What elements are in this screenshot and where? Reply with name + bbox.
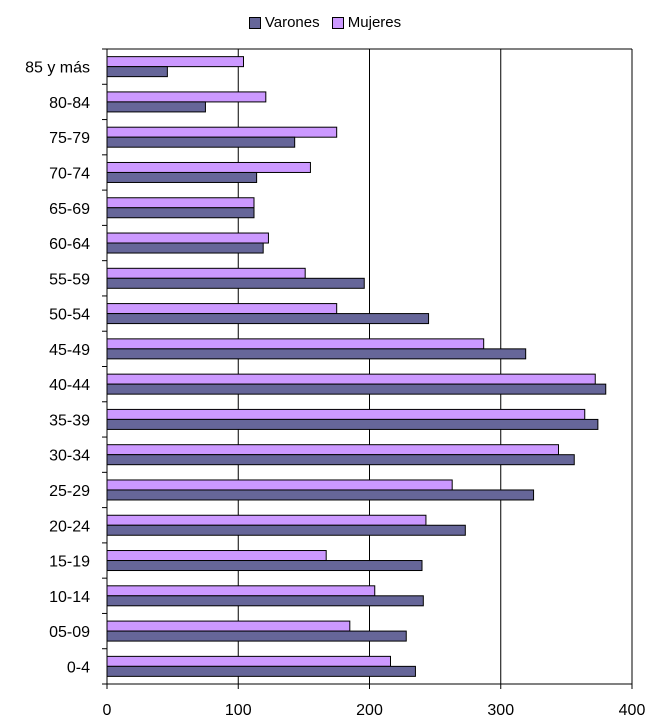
bar-varones-15 [106,136,296,148]
bar-mujeres-5 [106,479,453,491]
bar-varones-4 [106,524,466,536]
y-tick-label-0: 0-4 [67,659,90,676]
bar-mujeres-17 [106,56,244,68]
bar-varones-16 [106,101,206,113]
bar-varones-0 [106,665,416,677]
x-tick-label-100: 100 [225,702,252,719]
bar-varones-2 [106,595,424,607]
bar-mujeres-4 [106,514,427,526]
bar-varones-5 [106,489,535,501]
y-tick-label-11: 55-59 [49,271,90,288]
y-tick-label-8: 40-44 [49,377,90,394]
bar-mujeres-10 [106,303,338,315]
y-tick-label-3: 15-19 [49,554,90,571]
bar-mujeres-1 [106,620,351,632]
y-tick-label-13: 65-69 [49,201,90,218]
bar-mujeres-9 [106,338,485,350]
chart-legend: Varones Mujeres [0,14,650,33]
y-tick-label-17: 85 y más [25,60,90,77]
y-tick-label-10: 50-54 [49,307,90,324]
bar-mujeres-8 [106,373,596,385]
x-tick-label-0: 0 [103,702,112,719]
bar-varones-13 [106,207,255,219]
bar-varones-8 [106,383,607,395]
y-tick-label-6: 30-34 [49,448,90,465]
bar-mujeres-15 [106,126,338,138]
legend-swatch-mujeres [331,16,344,29]
legend-swatch-varones [248,16,261,29]
y-tick-label-1: 05-09 [49,624,90,641]
y-tick-label-16: 80-84 [49,95,90,112]
bar-mujeres-0 [106,655,391,667]
y-tick-label-5: 25-29 [49,483,90,500]
legend-item-mujeres: Mujeres [331,14,402,31]
y-tick-label-4: 20-24 [49,518,90,535]
bar-mujeres-16 [106,91,267,103]
bar-mujeres-12 [106,232,269,244]
x-tick-label-300: 300 [487,702,514,719]
bar-varones-10 [106,313,430,325]
y-tick-label-15: 75-79 [49,130,90,147]
bar-mujeres-2 [106,585,376,597]
bar-mujeres-11 [106,267,306,279]
legend-label-mujeres: Mujeres [347,14,402,31]
bar-varones-9 [106,348,527,360]
y-tick-label-2: 10-14 [49,589,90,606]
y-tick-label-7: 35-39 [49,412,90,429]
bar-mujeres-6 [106,444,559,456]
bar-varones-6 [106,454,575,466]
bar-varones-12 [106,242,264,254]
bar-varones-3 [106,560,423,572]
bar-mujeres-3 [106,550,327,562]
y-tick-label-14: 70-74 [49,165,90,182]
x-tick-label-200: 200 [356,702,383,719]
legend-label-varones: Varones [264,14,320,31]
bar-varones-1 [106,630,407,642]
bar-mujeres-13 [106,197,255,209]
bar-mujeres-7 [106,408,586,420]
bar-varones-17 [106,66,168,78]
y-tick-label-12: 60-64 [49,236,90,253]
bar-varones-14 [106,171,258,183]
bar-varones-11 [106,277,365,289]
x-tick-label-400: 400 [619,702,646,719]
legend-item-varones: Varones [248,14,320,31]
bar-varones-7 [106,418,599,430]
y-tick-label-9: 45-49 [49,342,90,359]
bar-mujeres-14 [106,161,311,173]
